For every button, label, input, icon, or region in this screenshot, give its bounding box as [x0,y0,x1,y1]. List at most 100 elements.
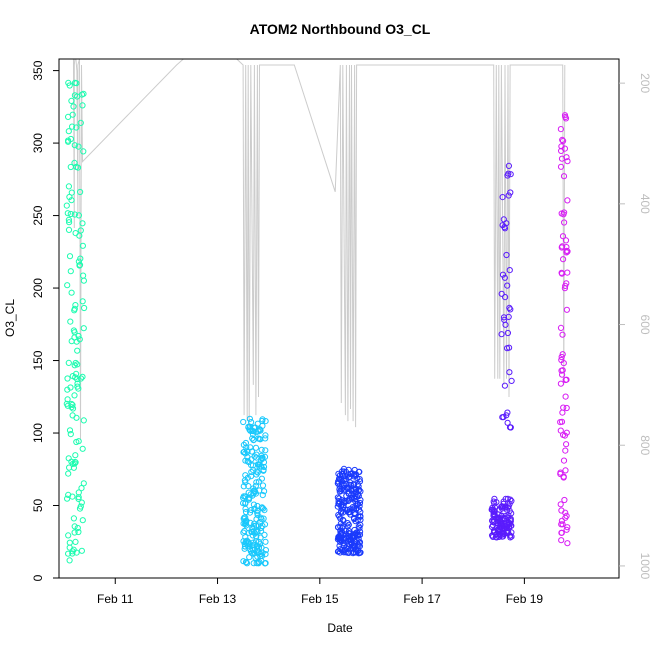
data-point [351,515,358,523]
data-point [69,111,76,118]
data-point [241,527,248,535]
data-point [243,522,250,529]
data-point [504,504,512,511]
y-axis: 0 50 100 150 200 250 300 350 [31,60,59,581]
data-point [71,523,78,530]
data-point [66,557,73,564]
data-point [504,172,511,179]
data-point [508,533,515,540]
data-point [76,336,83,343]
data-point [507,424,514,431]
data-point [558,210,565,217]
data-point [338,538,345,545]
y-tick-label: 250 [31,205,45,225]
data-point [255,478,262,485]
data-point [80,417,87,424]
data-point [353,536,360,543]
data-point [251,506,258,513]
data-point [335,498,342,505]
data-point [259,482,267,489]
data-point [242,559,250,566]
y2-axis: 200 400 600 800 1000 [619,73,650,580]
data-point [259,492,266,499]
data-point [74,347,81,354]
data-point [563,404,570,412]
data-point [560,173,568,180]
data-point [499,414,506,421]
data-point [562,376,569,384]
x-tick-label: Feb 15 [301,592,339,606]
data-point [79,102,86,109]
data-point [255,435,262,442]
plot-frame [58,58,620,579]
data-point [252,444,260,451]
data-point [246,554,253,561]
data-point [558,517,566,524]
data-point [254,420,261,427]
data-point [65,532,72,539]
data-point [75,489,82,496]
data-point [504,329,511,337]
data-point [345,497,352,505]
data-point [559,409,566,416]
data-point [244,474,251,481]
series-1 [63,79,88,564]
data-point [249,428,257,435]
chart-title: ATOM2 Northbound O3_CL [250,21,431,37]
data-point [256,487,263,494]
data-point [357,508,364,515]
data-point [348,488,355,495]
data-point [501,316,508,323]
y2-tick-label: 800 [638,435,650,455]
data-point [81,304,88,312]
data-point [68,289,75,296]
data-point [75,212,83,219]
data-point [342,468,350,475]
data-point [246,415,253,422]
data-point [70,515,78,522]
data-point [498,290,505,297]
data-point [64,282,71,289]
data-point [68,338,75,345]
data-point [562,113,569,121]
data-point [72,538,79,546]
data-point [248,506,255,514]
data-point [559,367,566,374]
data-point [78,499,85,506]
data-point [559,351,566,358]
data-point [335,533,342,541]
data-point [564,197,571,204]
data-point [261,453,269,460]
data-point [506,500,513,507]
data-point [491,504,498,511]
data-point [242,505,249,512]
data-point [352,546,359,553]
data-point [240,515,247,522]
x-tick-label: Feb 11 [97,592,134,606]
data-point [564,524,571,531]
data-point [73,438,80,446]
data-point [248,461,255,469]
data-point [562,237,570,244]
data-point [66,427,74,434]
data-point [560,431,567,438]
data-point [357,496,364,504]
data-point [342,472,349,479]
data-point [65,455,72,462]
y2-tick-label: 200 [638,73,650,93]
data-point [503,251,510,259]
data-point [77,255,84,262]
data-point [65,470,72,477]
data-point [252,490,259,497]
data-point [562,393,569,400]
data-point [560,256,567,263]
data-point [490,498,497,505]
data-point [262,447,269,454]
data-point [491,528,498,535]
data-point [240,558,247,565]
data-point [257,514,264,521]
data-point [75,495,82,502]
series-4 [488,162,515,541]
data-point [248,468,255,476]
data-point [558,353,565,361]
